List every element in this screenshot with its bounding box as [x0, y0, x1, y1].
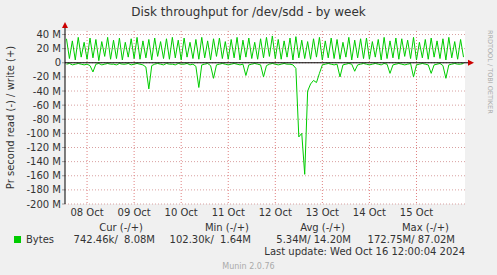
grid-line: [65, 161, 465, 162]
last-update: Last update: Wed Oct 16 12:00:04 2024: [264, 246, 465, 257]
x-tick-label: 14 Oct: [353, 207, 386, 218]
chart: Disk throughput for /dev/sdd - by week Pr…: [0, 0, 497, 275]
axis-arrow: [468, 60, 474, 66]
watermark: RRDTOOL / TOBI OETIKER: [486, 30, 494, 114]
plot-group: [66, 36, 463, 174]
grid-line: [65, 204, 465, 205]
legend-header: Min (-/+): [205, 222, 249, 233]
legend-value: 172.75M/ 87.02M: [368, 234, 455, 245]
legend-header: Max (-/+): [402, 222, 449, 233]
x-tick-label: 10 Oct: [165, 207, 198, 218]
axis-arrow: [62, 22, 68, 28]
y-tick-label: -80 M: [33, 114, 61, 125]
footer: Munin 2.0.76: [222, 262, 274, 271]
y-tick-label: 40 M: [36, 29, 61, 40]
grid-line: [65, 119, 465, 120]
legend-swatch: [14, 236, 21, 243]
legend-header: Cur (-/+): [99, 222, 143, 233]
grid-line: [65, 76, 465, 77]
x-tick-label: 08 Oct: [70, 207, 103, 218]
y-tick-label: -100 M: [26, 128, 61, 139]
y-tick-label: -20 M: [33, 71, 61, 82]
grid-line: [65, 91, 465, 92]
series-line: [66, 63, 463, 174]
grid-line: [65, 147, 465, 148]
x-tick-label: 15 Oct: [400, 207, 433, 218]
grid-line: [65, 34, 465, 35]
legend-value: 5.34M/ 14.20M: [276, 234, 351, 245]
y-tick-label: -160 M: [26, 170, 61, 181]
y-tick-label: -60 M: [33, 100, 61, 111]
y-tick-label: 0: [55, 57, 61, 68]
y-tick-label: -180 M: [26, 184, 61, 195]
x-tick-label: 13 Oct: [306, 207, 339, 218]
plot-area: [65, 31, 465, 204]
y-tick-label: -120 M: [26, 142, 61, 153]
legend-value: 742.46k/ 8.08M: [74, 234, 155, 245]
y-axis: [65, 27, 66, 204]
y-axis-label: Pr second read (-) / write (+): [5, 46, 16, 189]
legend-label: Bytes: [26, 234, 54, 245]
x-tick-label: 09 Oct: [118, 207, 151, 218]
background: [0, 0, 497, 275]
title: Disk throughput for /dev/sdd - by week: [131, 5, 366, 19]
series-line: [66, 36, 463, 61]
y-tick-label: -200 M: [26, 199, 61, 210]
x-tick-label: 12 Oct: [259, 207, 292, 218]
grid-line: [65, 105, 465, 106]
x-axis: [65, 62, 469, 63]
x-tick-label: 11 Oct: [212, 207, 245, 218]
y-tick-label: -140 M: [26, 156, 61, 167]
grid-line: [65, 189, 465, 190]
legend-header: Avg (-/+): [300, 222, 345, 233]
y-tick-label: -40 M: [33, 86, 61, 97]
grid-line: [65, 133, 465, 134]
grid-line: [65, 175, 465, 176]
y-tick-label: 20 M: [36, 43, 61, 54]
legend-value: 102.30k/ 1.64M: [170, 234, 251, 245]
